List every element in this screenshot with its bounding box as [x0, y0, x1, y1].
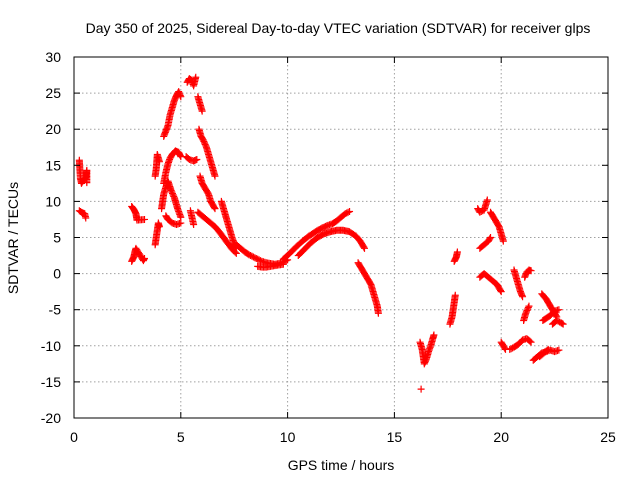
data-point [193, 156, 201, 164]
data-point [527, 338, 535, 346]
data-point [82, 214, 90, 222]
data-point [155, 223, 163, 231]
data-point [487, 234, 495, 241]
y-tick-label: -10 [41, 338, 61, 354]
data-point [190, 221, 198, 229]
y-tick-label: 25 [45, 85, 61, 101]
data-point [374, 309, 382, 317]
data-point [346, 208, 354, 216]
y-tick-label: 0 [53, 266, 61, 282]
x-tick-label: 15 [387, 429, 403, 445]
data-point [140, 215, 148, 223]
x-tick-label: 5 [177, 429, 185, 445]
x-tick-label: 0 [70, 429, 78, 445]
data-point [497, 288, 505, 296]
data-point [140, 254, 148, 262]
data-point [451, 291, 459, 299]
data-point [499, 237, 507, 245]
data-point [83, 179, 91, 187]
data-points [75, 73, 567, 393]
y-tick-label: 20 [45, 121, 61, 137]
data-point [527, 267, 535, 275]
y-tick-label: -15 [41, 374, 61, 390]
data-point [198, 107, 206, 115]
y-tick-label: 5 [53, 230, 61, 246]
data-point [496, 286, 504, 294]
y-tick-label: 30 [45, 49, 61, 65]
data-point [558, 319, 566, 327]
data-point [519, 293, 527, 301]
data-point [525, 302, 533, 310]
data-point [430, 331, 438, 339]
data-point [210, 203, 218, 211]
data-point [360, 244, 368, 252]
axis-ticks [73, 56, 609, 419]
x-axis-label: GPS time / hours [288, 457, 395, 473]
data-point [555, 346, 563, 354]
data-point [453, 248, 461, 256]
data-point [486, 235, 494, 243]
data-point [526, 337, 534, 345]
data-point [177, 219, 185, 227]
x-tick-label: 10 [280, 429, 296, 445]
x-tick-label: 25 [600, 429, 616, 445]
y-tick-label: -20 [41, 410, 61, 426]
y-tick-label: 15 [45, 157, 61, 173]
y-axis-label: SDTVAR / TECUs [5, 182, 21, 294]
data-point [559, 320, 567, 328]
data-point [192, 73, 200, 81]
y-tick-labels: -20 -15 -10 -5 0 5 10 15 20 25 30 [41, 49, 61, 426]
data-point [360, 243, 368, 251]
data-point [544, 345, 552, 353]
data-point [177, 93, 185, 101]
data-point [524, 304, 532, 312]
data-point [344, 208, 352, 216]
data-point [155, 158, 163, 166]
data-point [211, 172, 219, 180]
x-tick-labels: 0 5 10 15 20 25 [70, 429, 616, 445]
data-point [417, 385, 425, 393]
y-tick-label: -5 [49, 302, 62, 318]
data-point [555, 306, 563, 314]
data-point [543, 346, 551, 354]
chart-title: Day 350 of 2025, Sidereal Day-to-day VTE… [86, 20, 591, 36]
data-point [483, 196, 491, 204]
data-point [211, 205, 219, 213]
y-tick-label: 10 [45, 193, 61, 209]
data-point [501, 344, 509, 352]
x-tick-label: 20 [493, 429, 509, 445]
